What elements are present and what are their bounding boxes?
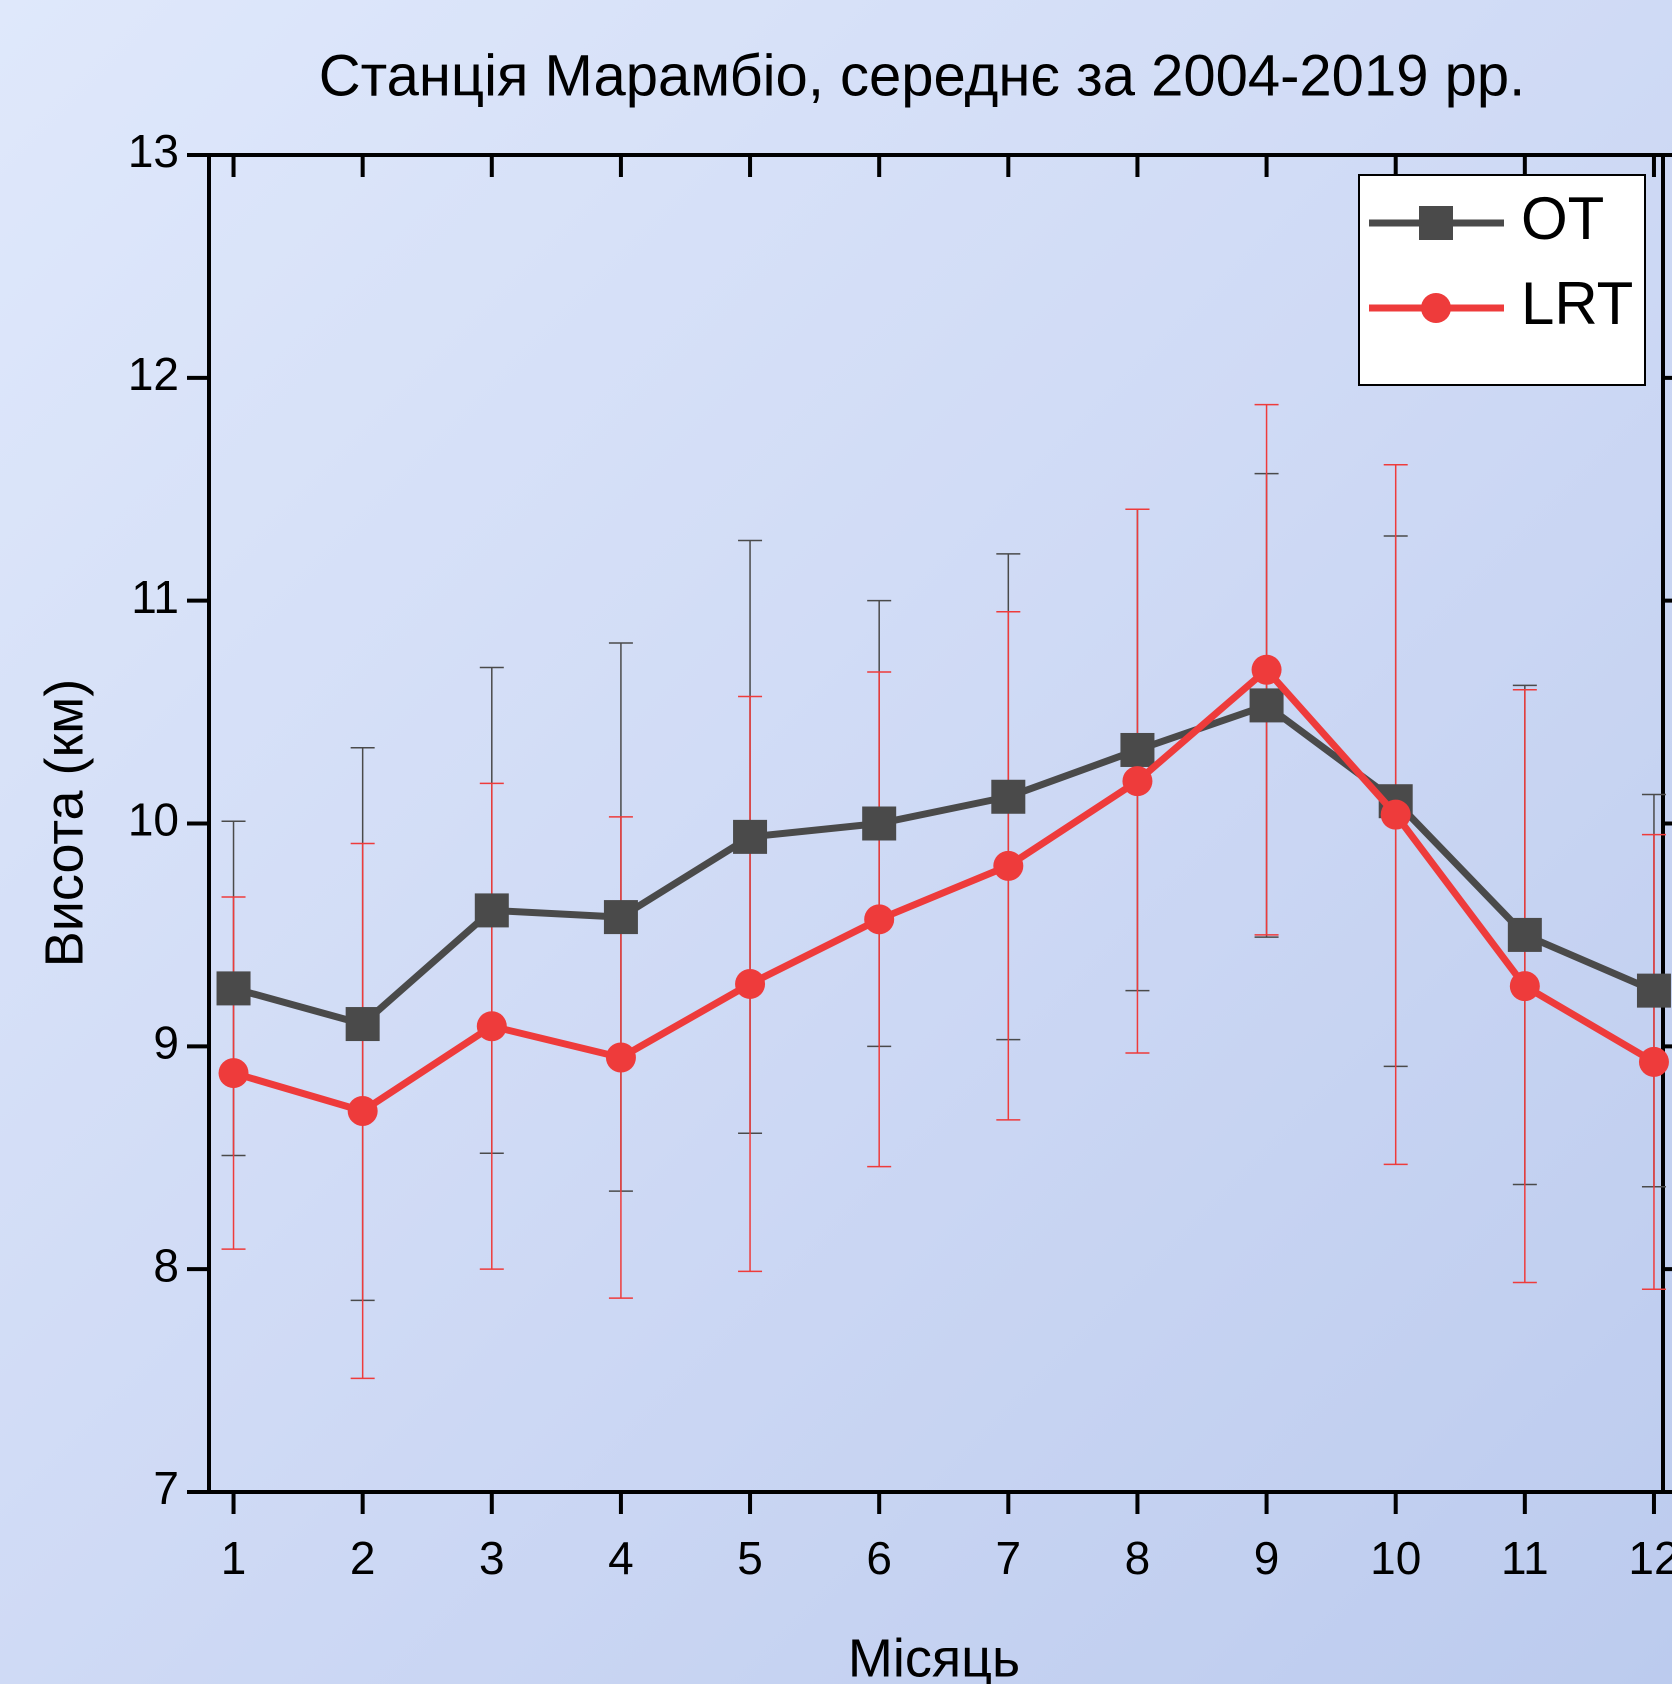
data-point bbox=[1381, 800, 1411, 830]
data-point bbox=[1508, 918, 1542, 952]
y-tick-label: 12 bbox=[128, 348, 179, 400]
data-point bbox=[1510, 971, 1540, 1001]
legend-label: LRT bbox=[1521, 270, 1633, 337]
data-point bbox=[993, 851, 1023, 881]
x-tick-label: 12 bbox=[1628, 1532, 1672, 1584]
data-point bbox=[348, 1096, 378, 1126]
y-tick-label: 7 bbox=[153, 1462, 179, 1514]
data-point bbox=[346, 1007, 380, 1041]
chart: Станція Марамбіо, середнє за 2004-2019 р… bbox=[0, 0, 1672, 1684]
chart-title: Станція Марамбіо, середнє за 2004-2019 р… bbox=[319, 43, 1525, 108]
data-point bbox=[991, 780, 1025, 814]
data-point bbox=[604, 900, 638, 934]
data-point bbox=[477, 1011, 507, 1041]
data-point bbox=[1250, 688, 1284, 722]
data-point bbox=[219, 1058, 249, 1088]
data-point bbox=[1637, 974, 1671, 1008]
x-tick-label: 2 bbox=[350, 1532, 376, 1584]
x-tick-label: 7 bbox=[996, 1532, 1022, 1584]
y-tick-label: 10 bbox=[128, 794, 179, 846]
data-point bbox=[1252, 655, 1282, 685]
x-tick-label: 1 bbox=[221, 1532, 247, 1584]
x-tick-label: 8 bbox=[1125, 1532, 1151, 1584]
data-point bbox=[217, 971, 251, 1005]
y-tick-label: 8 bbox=[153, 1239, 179, 1291]
data-point bbox=[606, 1042, 636, 1072]
legend-label: OT bbox=[1521, 185, 1604, 252]
x-tick-label: 6 bbox=[866, 1532, 892, 1584]
data-point bbox=[862, 807, 896, 841]
y-tick-label: 9 bbox=[153, 1016, 179, 1068]
x-tick-label: 3 bbox=[479, 1532, 505, 1584]
data-point bbox=[864, 904, 894, 934]
data-point bbox=[733, 820, 767, 854]
x-tick-label: 5 bbox=[737, 1532, 763, 1584]
x-tick-label: 4 bbox=[608, 1532, 634, 1584]
y-tick-label: 11 bbox=[131, 571, 179, 623]
page: Станція Марамбіо, середнє за 2004-2019 р… bbox=[0, 0, 1672, 1684]
x-tick-label: 9 bbox=[1254, 1532, 1280, 1584]
legend-marker bbox=[1421, 293, 1451, 323]
x-axis-label: Місяць bbox=[848, 1628, 1020, 1684]
legend-marker bbox=[1419, 206, 1453, 240]
y-axis-label: Висота (км) bbox=[34, 679, 94, 968]
data-point bbox=[475, 893, 509, 927]
data-point bbox=[1639, 1047, 1669, 1077]
data-point bbox=[735, 969, 765, 999]
data-point bbox=[1120, 733, 1154, 767]
x-tick-label: 10 bbox=[1370, 1532, 1421, 1584]
x-tick-label: 11 bbox=[1501, 1532, 1549, 1584]
data-point bbox=[1122, 766, 1152, 796]
y-tick-label: 13 bbox=[128, 125, 179, 177]
